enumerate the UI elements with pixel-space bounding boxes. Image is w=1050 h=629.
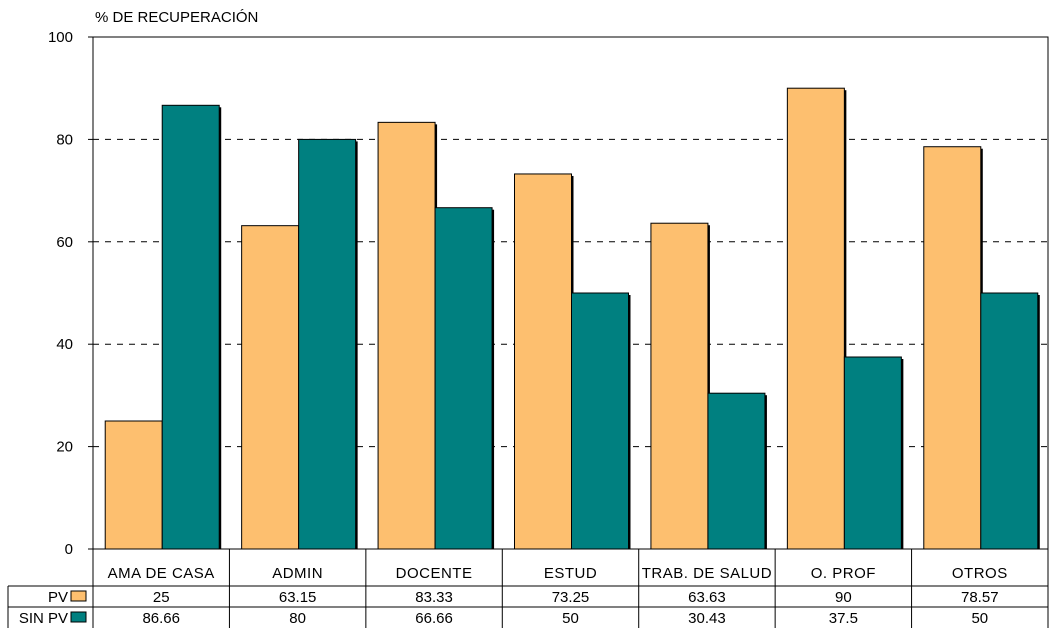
table-row-label: PV: [48, 589, 68, 606]
table-cell: 90: [835, 589, 852, 606]
y-tick-label: 60: [56, 234, 73, 251]
y-tick-label: 40: [56, 336, 73, 353]
bars: [104, 87, 1040, 550]
bar-sin-pv: [707, 392, 766, 550]
bar-sin-pv: [434, 207, 493, 550]
plot-frame: [92, 36, 1049, 550]
table-row-label: SIN PV: [19, 610, 68, 627]
bar-pv: [923, 146, 982, 550]
table-cell: 86.66: [142, 610, 180, 627]
legend-swatch: [70, 590, 87, 602]
table-cell: 83.33: [415, 589, 453, 606]
table-cell: 63.63: [688, 589, 726, 606]
x-tick-label: TRAB. DE SALUD: [642, 565, 772, 582]
table-cell: 63.15: [279, 589, 317, 606]
x-tick-label: OTROS: [952, 565, 1008, 582]
bar-sin-pv: [571, 292, 629, 550]
table-cell: 80: [289, 610, 306, 627]
legend-swatch: [70, 611, 87, 623]
bar-pv: [514, 173, 572, 550]
table-cell: 30.43: [688, 610, 726, 627]
x-tick-label: ESTUD: [544, 565, 597, 582]
bar-pv: [650, 222, 709, 550]
y-tick-label: 0: [65, 541, 73, 558]
bar-pv: [377, 121, 436, 550]
bar-sin-pv: [843, 356, 902, 550]
bar-sin-pv: [298, 138, 357, 550]
axes: [92, 36, 1049, 550]
table-cell: 25: [153, 589, 170, 606]
table-cell: 50: [562, 610, 579, 627]
table-cell: 66.66: [415, 610, 453, 627]
bar-sin-pv: [161, 104, 220, 550]
x-tick-label: AMA DE CASA: [108, 565, 215, 582]
data-table: AMA DE CASA ADMIN DOCENTE ESTUD TRAB. DE SAL…: [7, 549, 1049, 628]
x-tick-label: ADMIN: [272, 565, 323, 582]
bar-sin-pv: [980, 292, 1039, 550]
bar-pv: [241, 225, 300, 550]
table-cell: 50: [971, 610, 988, 627]
bar-pv: [786, 87, 845, 550]
bar-pv: [104, 420, 163, 550]
x-tick-label: DOCENTE: [396, 565, 473, 582]
y-tick-label: 20: [56, 439, 73, 456]
table-cell: 37.5: [829, 610, 858, 627]
y-tick-label: 100: [48, 29, 73, 46]
x-tick-label: O. PROF: [811, 565, 876, 582]
y-axis-ticks: 0 20 40 60 80 100: [48, 29, 93, 558]
table-cell: 73.25: [552, 589, 590, 606]
y-tick-label: 80: [56, 131, 73, 148]
y-axis-label: % DE RECUPERACIÓN: [95, 9, 259, 26]
table-cell: 78.57: [961, 589, 999, 606]
